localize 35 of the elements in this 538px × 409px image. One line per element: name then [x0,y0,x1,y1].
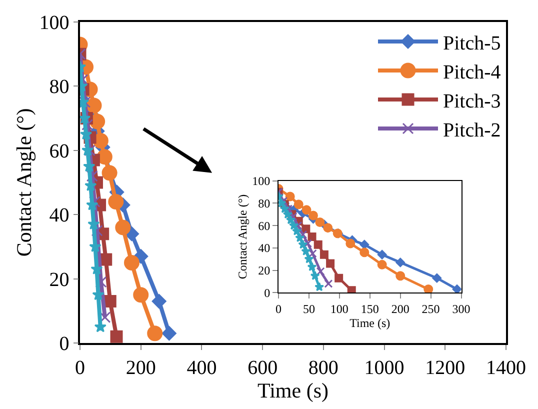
x-tick-label: 100 [330,302,348,316]
y-tick-label: 40 [258,241,270,256]
y-tick-label: 80 [258,196,270,210]
x-tick-label: 1000 [364,356,404,379]
x-tick-label: 150 [360,302,379,316]
x-tick-label: 1200 [425,356,466,379]
x-tick-label: 600 [248,356,278,379]
x-tick-label: 0 [276,302,282,316]
legend-label: Pitch-2 [443,119,501,142]
x-tick-label: 50 [302,302,315,316]
legend-label: Pitch-4 [443,61,501,84]
y-tick-label: 0 [59,333,70,355]
y-tick-label: 80 [49,76,70,98]
x-tick-label: 300 [452,302,470,316]
y-tick-label: 60 [258,218,270,233]
x-tick-label: 200 [126,356,156,379]
y-tick-label: 60 [49,140,70,162]
y-tick-label: 20 [49,268,70,291]
x-tick-label: 1400 [486,356,526,379]
x-tick-label: 0 [75,356,85,379]
legend-label: Pitch-3 [443,90,501,112]
legend-label: Pitch-5 [443,32,501,54]
x-axis-title: Time (s) [350,316,390,330]
y-axis-title: Contact Angle (°) [235,194,250,280]
y-axis-title: Contact Angle (°) [12,108,36,257]
y-tick-label: 0 [264,286,270,300]
x-tick-label: 250 [422,302,440,316]
y-tick-label: 20 [258,263,270,278]
y-tick-label: 40 [49,204,70,227]
x-axis-title: Time (s) [258,378,328,403]
x-tick-label: 200 [391,302,410,316]
y-tick-label: 100 [252,174,270,188]
y-tick-label: 100 [39,12,70,34]
x-tick-label: 800 [308,356,338,379]
x-tick-label: 400 [186,356,217,379]
